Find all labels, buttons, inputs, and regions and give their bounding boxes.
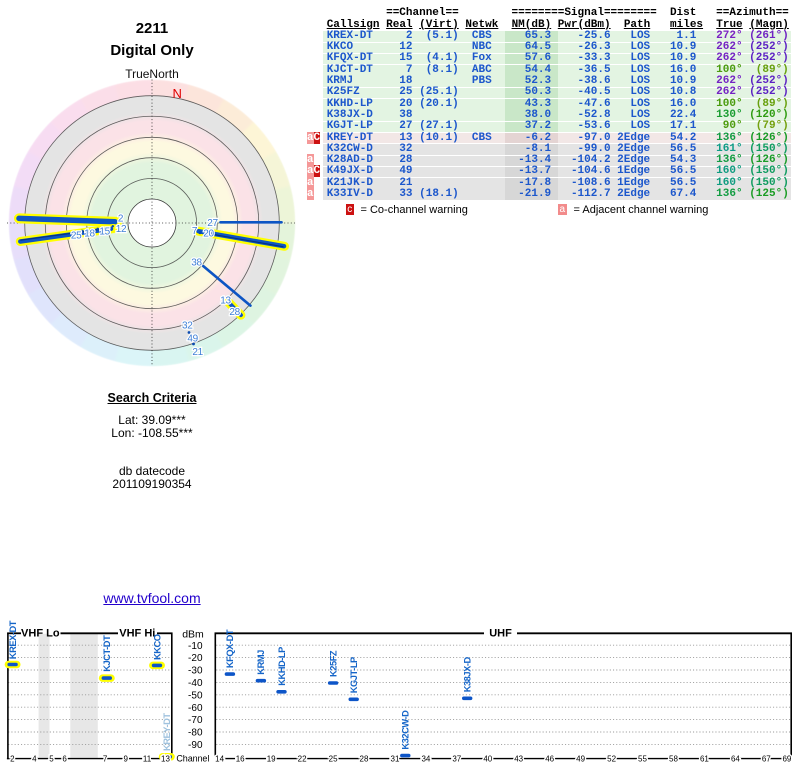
svg-text:12: 12 xyxy=(116,224,127,235)
svg-text:UHF: UHF xyxy=(489,628,512,640)
svg-text:KFQX-DT: KFQX-DT xyxy=(225,629,235,668)
svg-text:43: 43 xyxy=(514,754,523,763)
svg-text:38: 38 xyxy=(191,258,202,269)
svg-text:20: 20 xyxy=(203,229,214,240)
svg-text:25: 25 xyxy=(71,231,82,242)
svg-text:K38JX-D: K38JX-D xyxy=(463,656,473,692)
svg-text:37: 37 xyxy=(452,754,461,763)
svg-text:-30: -30 xyxy=(188,666,203,677)
svg-text:22: 22 xyxy=(298,754,307,763)
svg-text:16: 16 xyxy=(236,754,245,763)
svg-text:4: 4 xyxy=(32,754,37,763)
svg-text:64: 64 xyxy=(731,754,740,763)
svg-text:49: 49 xyxy=(187,334,198,345)
svg-text:-10: -10 xyxy=(188,641,203,652)
svg-text:46: 46 xyxy=(545,754,554,763)
svg-text:KRMJ: KRMJ xyxy=(256,650,266,675)
svg-text:KREX-DT: KREX-DT xyxy=(8,620,18,659)
svg-text:-20: -20 xyxy=(188,653,203,664)
svg-text:14: 14 xyxy=(215,754,224,763)
svg-text:-60: -60 xyxy=(188,703,203,714)
svg-text:-50: -50 xyxy=(188,690,203,701)
svg-text:61: 61 xyxy=(700,754,709,763)
svg-text:KREY-DT: KREY-DT xyxy=(162,713,172,751)
svg-text:27: 27 xyxy=(207,218,218,229)
svg-text:52: 52 xyxy=(607,754,616,763)
svg-text:-80: -80 xyxy=(188,728,203,739)
svg-text:28: 28 xyxy=(229,307,240,318)
svg-text:KGJT-LP: KGJT-LP xyxy=(349,657,359,693)
svg-text:67: 67 xyxy=(762,754,771,763)
svg-text:9: 9 xyxy=(123,754,128,763)
svg-text:KJCT-DT: KJCT-DT xyxy=(102,635,112,672)
svg-text:K32CW-D: K32CW-D xyxy=(401,710,411,750)
svg-text:25: 25 xyxy=(329,754,338,763)
svg-text:6: 6 xyxy=(62,754,67,763)
svg-text:28: 28 xyxy=(360,754,369,763)
svg-text:KKCO: KKCO xyxy=(152,634,162,660)
svg-text:13: 13 xyxy=(220,296,231,307)
svg-text:VHF Hi: VHF Hi xyxy=(119,628,155,640)
svg-text:31: 31 xyxy=(391,754,400,763)
svg-text:-70: -70 xyxy=(188,715,203,726)
svg-text:15: 15 xyxy=(99,227,110,238)
svg-text:69: 69 xyxy=(782,754,791,763)
svg-text:2: 2 xyxy=(10,754,15,763)
svg-text:K25FZ: K25FZ xyxy=(328,650,338,677)
svg-text:13: 13 xyxy=(161,754,170,763)
svg-text:40: 40 xyxy=(483,754,492,763)
svg-text:19: 19 xyxy=(267,754,276,763)
svg-text:11: 11 xyxy=(143,754,152,763)
svg-text:Channel: Channel xyxy=(176,753,209,763)
svg-text:32: 32 xyxy=(182,321,193,332)
svg-text:7: 7 xyxy=(103,754,108,763)
svg-text:34: 34 xyxy=(421,754,430,763)
svg-text:49: 49 xyxy=(576,754,585,763)
svg-text:7: 7 xyxy=(192,226,198,237)
svg-text:5: 5 xyxy=(49,754,54,763)
svg-text:2: 2 xyxy=(118,214,124,225)
svg-text:18: 18 xyxy=(84,229,95,240)
svg-text:-90: -90 xyxy=(188,740,203,751)
svg-text:55: 55 xyxy=(638,754,647,763)
svg-text:-40: -40 xyxy=(188,678,203,689)
svg-text:VHF Lo: VHF Lo xyxy=(21,628,60,640)
svg-text:21: 21 xyxy=(192,347,203,358)
svg-text:dBm: dBm xyxy=(182,629,204,641)
svg-text:KKHD-LP: KKHD-LP xyxy=(277,647,287,686)
svg-text:58: 58 xyxy=(669,754,678,763)
